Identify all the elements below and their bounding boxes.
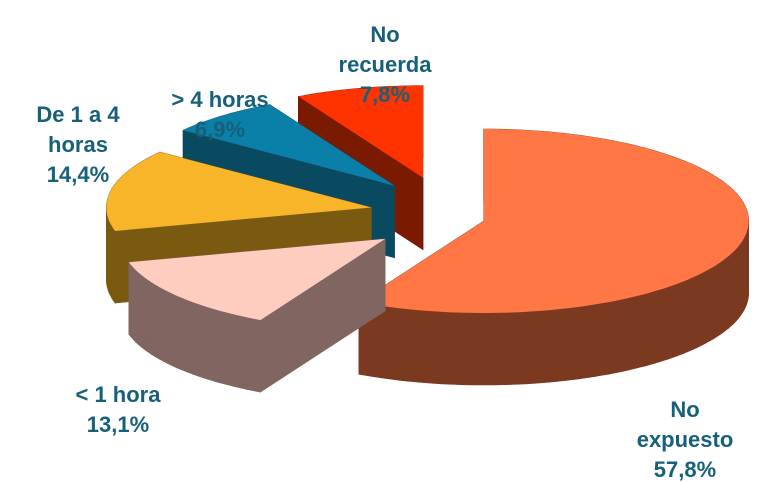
slice-wall <box>572 306 581 380</box>
slice-wall <box>601 301 610 376</box>
value-label: 14,4% <box>46 162 110 187</box>
category-label: De 1 a 4 horas <box>36 102 120 157</box>
slice-wall <box>654 289 661 364</box>
slice-wall <box>660 287 667 362</box>
slice-wall <box>677 281 684 357</box>
slice-wall <box>487 312 497 386</box>
slice-wall <box>511 311 520 385</box>
slice-wall <box>730 250 735 327</box>
category-label: < 1 hora <box>75 382 161 407</box>
slice-wall <box>628 295 637 371</box>
slice <box>298 85 423 178</box>
slice-wall <box>526 310 536 385</box>
slice-wall <box>495 312 504 386</box>
slice-wall <box>641 292 649 368</box>
slice-wall <box>665 285 673 361</box>
slice-wall <box>622 297 630 372</box>
slice-label: No recuerda 7,8% <box>325 20 445 110</box>
slice-wall <box>717 260 723 337</box>
slice-wall <box>253 318 261 393</box>
slice-wall <box>471 312 481 386</box>
category-label: No recuerda <box>338 22 432 77</box>
slice-wall <box>635 294 643 369</box>
slice-wall <box>615 299 623 374</box>
slice-wall <box>733 247 737 324</box>
slice-label: > 4 horas 6,9% <box>150 85 290 145</box>
slice-wall <box>549 308 559 383</box>
slice-label: De 1 a 4 horas 14,4% <box>23 100 133 190</box>
category-label: > 4 horas <box>171 87 269 112</box>
slice-wall <box>448 311 457 385</box>
slice-wall <box>587 304 596 378</box>
slice-wall <box>518 311 528 385</box>
value-label: 57,8% <box>653 457 717 482</box>
slice <box>183 104 395 186</box>
slice-wall <box>728 253 732 329</box>
slice <box>106 152 372 231</box>
slice-wall <box>233 314 241 389</box>
value-label: 13,1% <box>86 412 150 437</box>
slice-label: < 1 hora 13,1% <box>58 380 178 440</box>
slice-wall <box>579 305 588 380</box>
slice <box>358 129 749 313</box>
slice-label: No expuesto 57,8% <box>620 395 750 483</box>
slice-wall <box>736 245 740 322</box>
slice-wall <box>714 263 719 339</box>
slice-wall <box>594 302 603 377</box>
slice-wall <box>701 270 707 346</box>
slice-wall <box>724 255 729 332</box>
value-label: 7,8% <box>359 82 411 107</box>
slice-wall <box>456 312 465 386</box>
slice-wall <box>706 267 711 344</box>
slice-wall <box>565 307 574 381</box>
category-label: No expuesto <box>636 397 734 452</box>
slice-wall <box>463 312 473 386</box>
slice-wall <box>534 310 543 384</box>
slice-wall <box>682 279 689 355</box>
slice-wall <box>687 277 694 353</box>
slice-wall <box>721 258 726 334</box>
slice-wall <box>240 315 248 390</box>
slice-wall <box>542 309 551 384</box>
slice-wall <box>557 308 566 382</box>
slice-wall <box>246 317 254 392</box>
slice-wall <box>608 300 617 375</box>
slice-wall <box>479 312 489 386</box>
slice-wall <box>440 311 449 385</box>
slice-wall <box>671 283 678 359</box>
slice <box>128 238 386 321</box>
slice-wall <box>710 265 715 342</box>
slice-wall <box>503 312 512 386</box>
slice-wall <box>697 272 703 348</box>
value-label: 6,9% <box>194 117 246 142</box>
slice-wall <box>648 290 655 366</box>
slice-wall <box>692 274 698 350</box>
